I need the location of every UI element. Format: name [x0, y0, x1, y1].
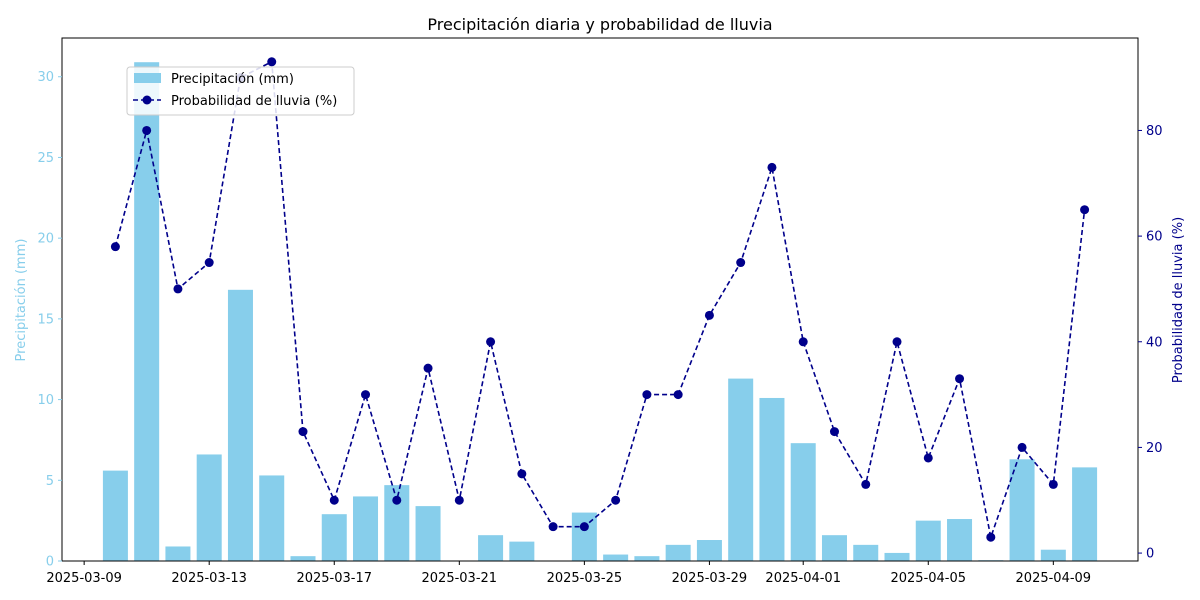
y-right-tick-label: 20	[1146, 441, 1163, 456]
rain-probability-point	[423, 363, 433, 373]
precip-bar	[853, 544, 879, 561]
rain-probability-point	[1048, 479, 1058, 489]
rain-probability-point	[517, 469, 527, 479]
rain-probability-point	[829, 427, 839, 437]
rain-probability-point	[642, 390, 652, 400]
rain-probability-point	[392, 495, 402, 505]
chart-title: Precipitación diaria y probabilidad de l…	[427, 15, 772, 34]
x-tick-label: 2025-03-21	[422, 571, 498, 586]
y-left-tick-label: 25	[37, 151, 54, 166]
x-tick-label: 2025-03-29	[672, 571, 748, 586]
rain-probability-point	[798, 337, 808, 347]
rain-probability-point	[454, 495, 464, 505]
y-right-tick-label: 80	[1146, 124, 1163, 139]
legend-box	[126, 66, 355, 116]
rain-probability-point	[1080, 205, 1090, 215]
rain-probability-point	[1017, 442, 1027, 452]
rain-probability-point	[110, 242, 120, 252]
y-axis-left-label: Precipitación (mm)	[14, 239, 29, 362]
rain-probability-point	[298, 427, 308, 437]
legend-line-marker	[142, 95, 152, 105]
precip-bar	[134, 62, 160, 562]
precip-bar	[728, 378, 754, 561]
y-left-tick-label: 10	[37, 393, 54, 408]
precip-bar	[947, 519, 973, 561]
precip-bar	[478, 535, 504, 561]
precip-bar	[696, 540, 722, 561]
precip-bar	[1072, 467, 1098, 561]
precip-bar	[509, 541, 535, 561]
rain-probability-point	[986, 532, 996, 542]
x-tick-label: 2025-04-09	[1016, 571, 1092, 586]
rain-probability-point	[673, 390, 683, 400]
plot-frame	[61, 37, 1139, 562]
precip-bar	[821, 535, 847, 561]
rain-probability-point	[204, 258, 214, 268]
precip-bar	[227, 289, 253, 561]
x-tick-label: 2025-04-05	[890, 571, 966, 586]
precip-bar	[790, 443, 816, 561]
precip-bar	[665, 544, 691, 561]
rain-probability-point	[486, 337, 496, 347]
legend: Precipitación (mm) Probabilidad de lluvi…	[126, 66, 355, 116]
rain-probability-point	[361, 390, 371, 400]
y-left-tick-label: 0	[46, 555, 54, 570]
rain-probability-point	[579, 522, 589, 532]
legend-line-label: Probabilidad de lluvia (%)	[171, 94, 337, 109]
bars-layer	[102, 62, 1098, 562]
precip-bar	[1009, 459, 1035, 561]
rain-probability-point	[548, 522, 558, 532]
legend-bar-label: Precipitación (mm)	[171, 72, 294, 87]
precip-bar	[884, 552, 910, 561]
x-tick-label: 2025-04-01	[765, 571, 841, 586]
x-tick-label: 2025-03-09	[46, 571, 122, 586]
y-right-tick-label: 40	[1146, 335, 1163, 350]
rain-probability-point	[267, 57, 277, 67]
y-left-tick-label: 30	[37, 70, 54, 85]
x-tick-label: 2025-03-13	[171, 571, 247, 586]
axes-layer: 2025-03-09 2025-03-13 2025-03-17 2025-03-21…	[37, 37, 1163, 586]
rain-probability-point	[173, 284, 183, 294]
precip-bar	[634, 556, 660, 561]
precip-bar	[259, 475, 285, 561]
rain-probability-point	[704, 310, 714, 320]
rain-probability-point	[892, 337, 902, 347]
precip-bar	[196, 454, 222, 561]
rain-probability-point	[767, 162, 777, 172]
precip-bar	[915, 520, 941, 561]
precip-bar	[415, 506, 441, 561]
rain-probability-point	[861, 479, 871, 489]
rain-probability-point	[142, 125, 152, 135]
y-right-tick-label: 0	[1146, 547, 1154, 562]
rain-probability-point	[736, 258, 746, 268]
line-layer	[110, 57, 1090, 542]
rain-probability-point	[955, 374, 965, 384]
precip-bar	[102, 470, 128, 561]
precip-bar	[1040, 549, 1066, 561]
rain-probability-line	[114, 60, 1086, 541]
y-axis-right-label: Probabilidad de lluvia (%)	[1171, 217, 1186, 383]
precip-bar	[353, 496, 379, 561]
y-left-tick-label: 20	[37, 232, 54, 247]
y-left-tick-label: 5	[46, 474, 54, 489]
precip-bar	[603, 554, 629, 561]
y-left-tick-label: 15	[37, 312, 54, 327]
rain-probability-point	[329, 495, 339, 505]
rain-probability-point	[611, 495, 621, 505]
precip-bar	[321, 514, 347, 561]
y-right-tick-label: 60	[1146, 230, 1163, 245]
x-tick-label: 2025-03-25	[547, 571, 623, 586]
precip-bar	[165, 546, 191, 561]
x-tick-label: 2025-03-17	[296, 571, 372, 586]
precip-bar	[759, 397, 785, 561]
legend-bar-swatch	[134, 73, 161, 83]
rain-probability-point	[923, 453, 933, 463]
precip-bar	[290, 556, 316, 561]
